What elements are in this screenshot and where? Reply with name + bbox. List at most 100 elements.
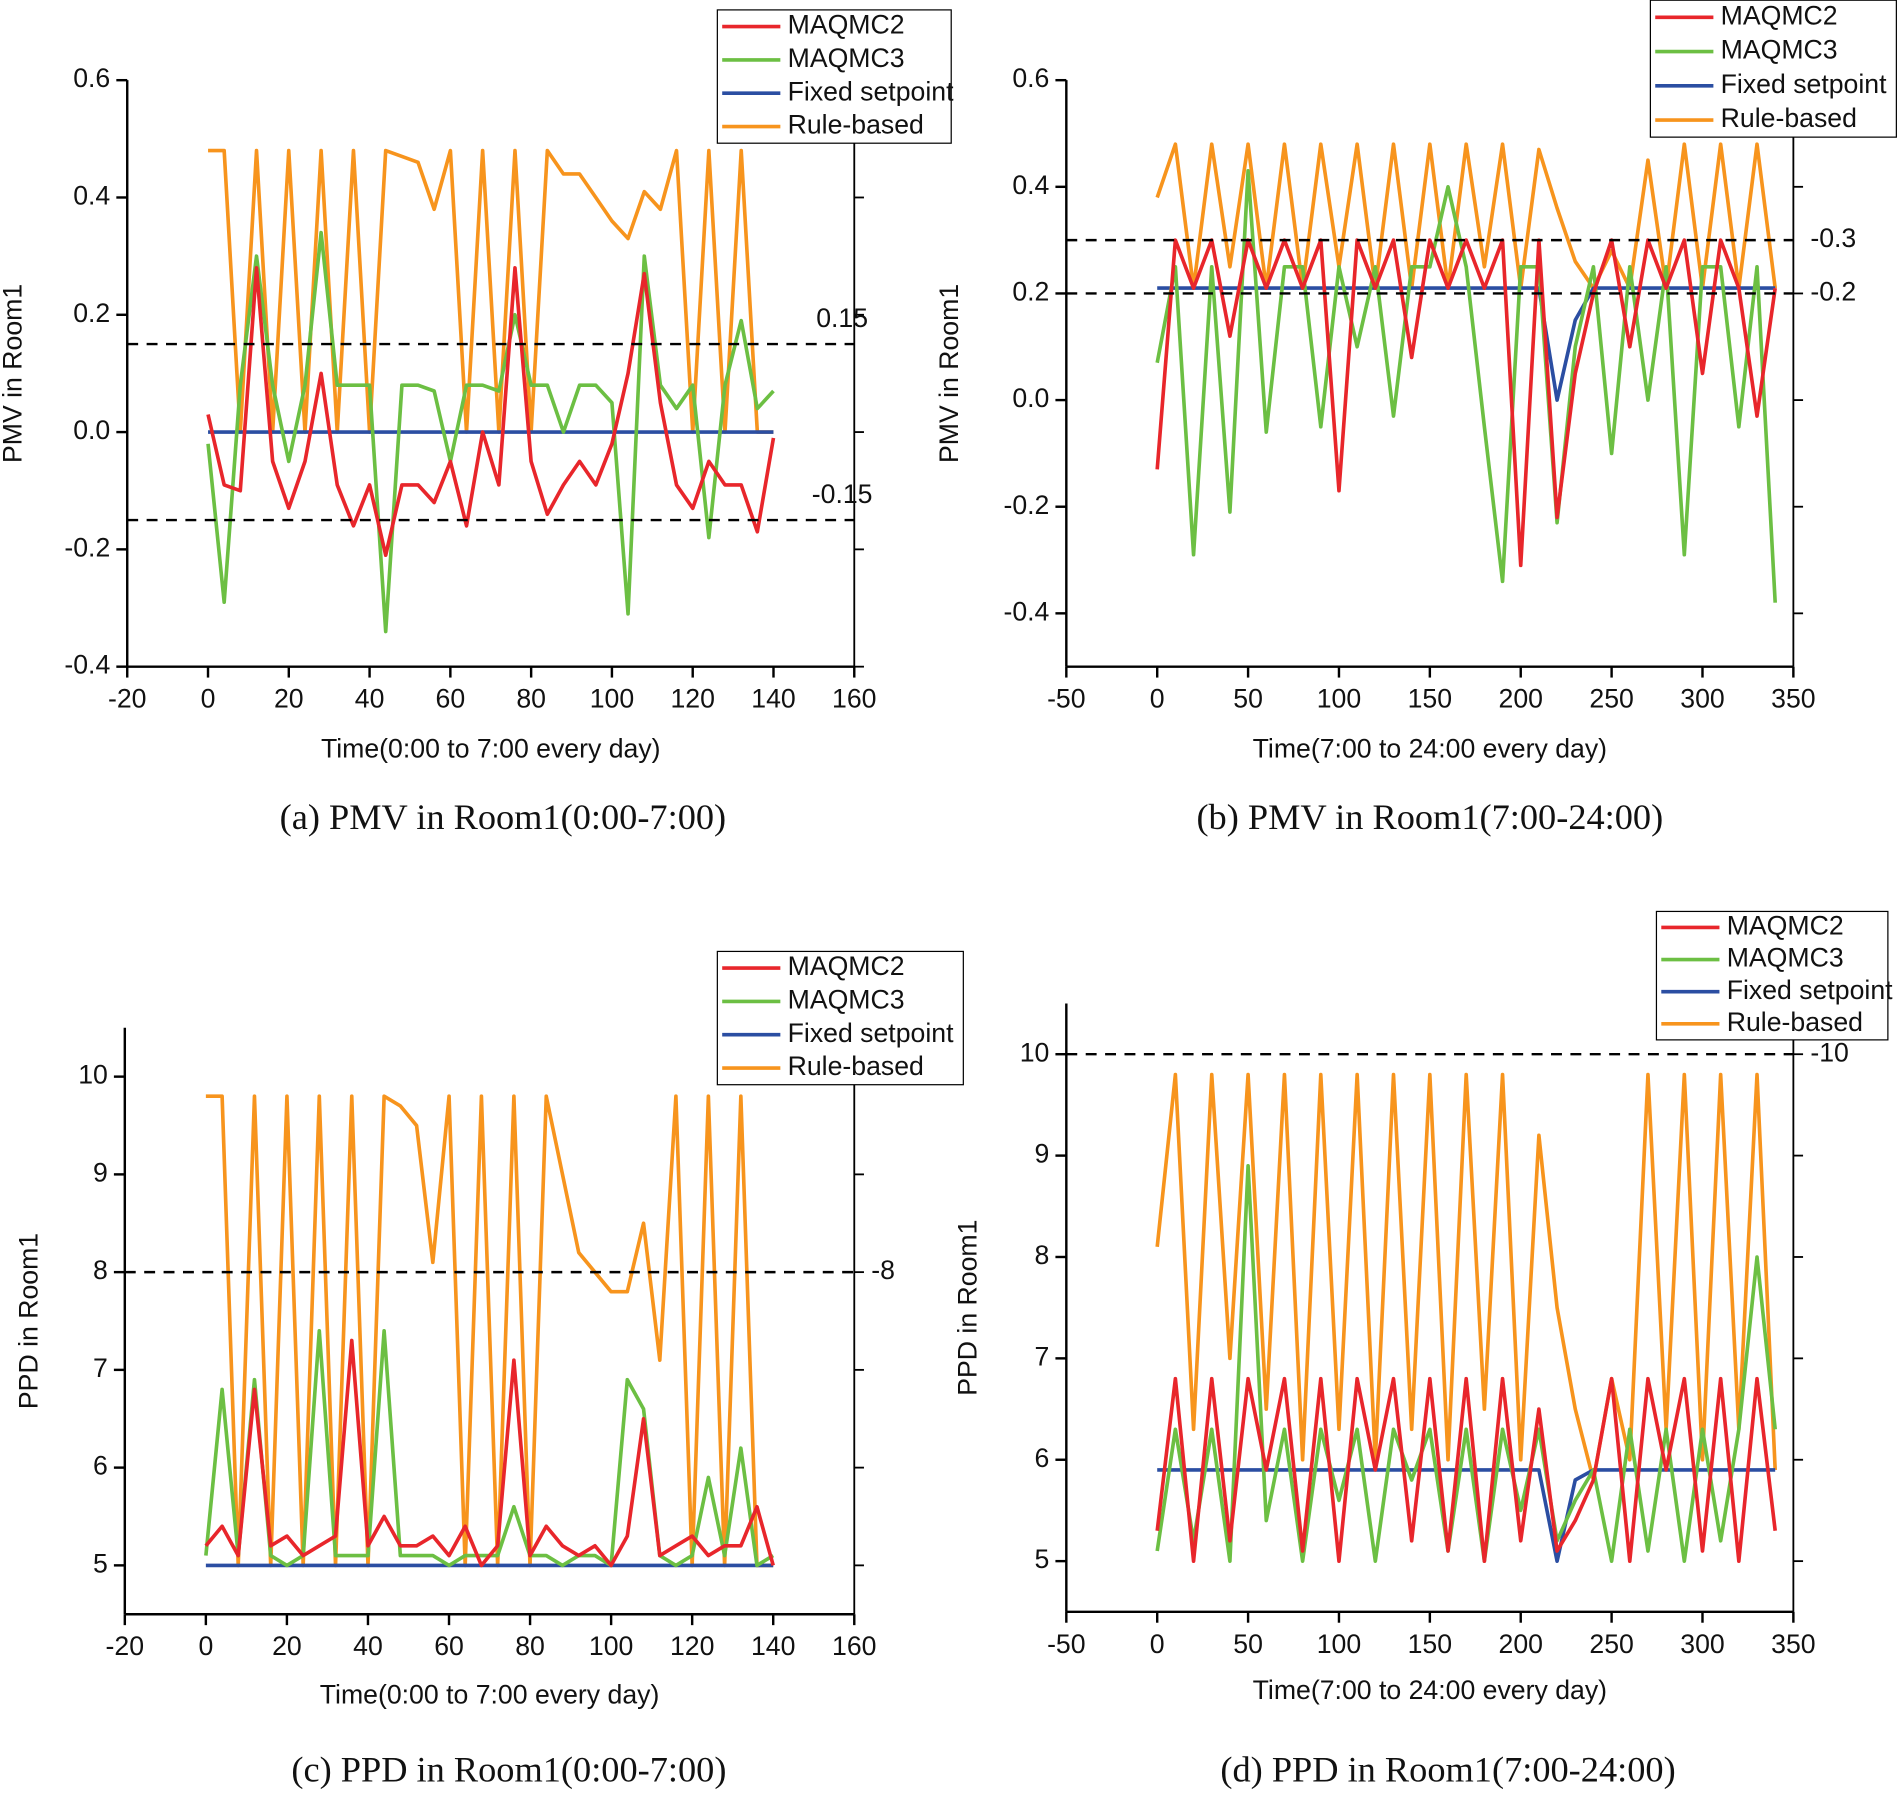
- x-tick-label: 150: [1408, 1629, 1452, 1659]
- caption: (b) PMV in Room1(7:00-24:00): [1196, 797, 1663, 837]
- chart-panel: -50 0 50 100 150 200 250 300 350 -0.4 -0.2 0.0 0.2 0.…: [934, 0, 1897, 837]
- legend-label: Fixed setpoint: [788, 1018, 954, 1048]
- x-tick-label: 300: [1680, 1629, 1724, 1659]
- series-line: [1155, 1163, 1777, 1563]
- y-tick-label: 5: [93, 1548, 108, 1578]
- legend-box: [716, 950, 964, 1086]
- x-tick-label: 150: [1408, 684, 1452, 714]
- x-tick-label: 160: [832, 684, 876, 714]
- x-tick-label: 40: [355, 684, 385, 714]
- legend-label: Rule-based: [788, 1051, 924, 1081]
- y-tick-label: -0.2: [64, 532, 110, 562]
- x-tick-label: 100: [590, 684, 634, 714]
- reference-label: -0.2: [1810, 276, 1856, 306]
- legend-box: [1655, 910, 1889, 1041]
- series-line: [204, 1338, 775, 1568]
- x-tick-label: 300: [1680, 684, 1724, 714]
- x-tick-label: 0: [201, 684, 216, 714]
- y-tick-label: 0.0: [73, 415, 110, 445]
- y-tick-label: 7: [1035, 1341, 1050, 1371]
- legend-label: Rule-based: [788, 110, 924, 140]
- y-tick-label: -0.4: [64, 650, 110, 680]
- x-axis-label: Time(0:00 to 7:00 every day): [320, 1680, 660, 1710]
- x-tick-label: 20: [272, 1631, 302, 1661]
- y-tick-label: -0.4: [1003, 596, 1049, 626]
- y-tick-label: 7: [93, 1353, 108, 1383]
- legend-box: [1649, 0, 1897, 138]
- x-tick-label: 0: [1150, 1629, 1165, 1659]
- series-line: [1155, 169, 1778, 603]
- x-tick-label: -20: [106, 1631, 145, 1661]
- y-tick-label: 10: [1020, 1037, 1050, 1067]
- x-tick-label: 350: [1771, 684, 1815, 714]
- y-axis-label: PMV in Room1: [0, 284, 28, 463]
- legend-label: Fixed setpoint: [1727, 975, 1893, 1005]
- legend-label: Rule-based: [1721, 103, 1857, 133]
- x-tick-label: 140: [751, 1631, 795, 1661]
- series-line: [1157, 286, 1776, 402]
- x-tick-label: -50: [1047, 1629, 1086, 1659]
- legend-label: MAQMC3: [1727, 943, 1844, 973]
- x-tick-label: -20: [108, 684, 147, 714]
- chart-panel: -20 0 20 40 60 80 100 120 140 160 5 6 7 8 9 10 Time(0:00…: [13, 950, 964, 1789]
- y-tick-label: 10: [78, 1060, 108, 1090]
- x-tick-label: 60: [434, 1631, 464, 1661]
- reference-label: -0.3: [1810, 223, 1856, 253]
- x-axis-label: Time(7:00 to 24:00 every day): [1253, 1675, 1607, 1705]
- y-tick-label: 0.4: [73, 181, 110, 211]
- x-tick-label: 0: [198, 1631, 213, 1661]
- x-tick-label: 100: [1317, 684, 1361, 714]
- x-tick-label: 20: [274, 684, 304, 714]
- x-axis-label: Time(0:00 to 7:00 every day): [321, 733, 661, 763]
- y-tick-label: 8: [93, 1255, 108, 1285]
- reference-label: -10: [1810, 1037, 1849, 1067]
- x-tick-label: 120: [670, 1631, 714, 1661]
- legend-label: MAQMC2: [1721, 0, 1838, 30]
- legend-box: [716, 9, 952, 144]
- y-axis-label: PMV in Room1: [934, 284, 964, 463]
- caption: (a) PMV in Room1(0:00-7:00): [280, 797, 727, 837]
- legend-label: MAQMC2: [788, 10, 905, 40]
- legend-label: MAQMC2: [1727, 911, 1844, 941]
- y-tick-label: -0.2: [1003, 490, 1049, 520]
- y-tick-label: 9: [1035, 1139, 1050, 1169]
- x-tick-label: 250: [1589, 1629, 1633, 1659]
- x-tick-label: 350: [1771, 1629, 1815, 1659]
- caption: (c) PPD in Room1(0:00-7:00): [291, 1749, 726, 1789]
- y-axis-label: PPD in Room1: [952, 1220, 982, 1396]
- x-tick-label: 200: [1499, 1629, 1543, 1659]
- x-tick-label: 80: [515, 1631, 545, 1661]
- chart-panel: -20 0 20 40 60 80 100 120 140 160 -0.4 -0.2 0.0 0.2 0.…: [0, 9, 954, 837]
- x-tick-label: 140: [751, 684, 795, 714]
- series-line: [1155, 238, 1777, 568]
- legend-label: MAQMC3: [788, 43, 905, 73]
- y-tick-label: 0.6: [73, 63, 110, 93]
- legend-label: MAQMC3: [788, 984, 905, 1014]
- x-tick-label: 50: [1233, 684, 1263, 714]
- y-tick-label: 0.2: [73, 298, 110, 328]
- x-axis-label: Time(7:00 to 24:00 every day): [1253, 733, 1607, 763]
- x-tick-label: 60: [436, 684, 466, 714]
- y-tick-label: 9: [93, 1157, 108, 1187]
- reference-label: -8: [871, 1255, 895, 1285]
- x-tick-label: 120: [670, 684, 714, 714]
- series-line: [1155, 1072, 1778, 1482]
- x-tick-label: 40: [353, 1631, 383, 1661]
- x-tick-label: 80: [516, 684, 546, 714]
- series-line: [1155, 1376, 1777, 1563]
- series-line: [208, 148, 774, 434]
- series-line: [206, 266, 776, 558]
- legend-label: MAQMC3: [1721, 35, 1838, 65]
- chart-panel: -50 0 50 100 150 200 250 300 350 5 6 7 8 9 10 Time(7:00…: [952, 911, 1893, 1790]
- x-tick-label: 0: [1150, 684, 1165, 714]
- y-tick-label: 0.0: [1012, 383, 1049, 413]
- reference-label: -0.15: [812, 479, 873, 509]
- x-tick-label: 50: [1233, 1629, 1263, 1659]
- y-tick-label: 8: [1035, 1240, 1050, 1270]
- x-tick-label: 250: [1589, 684, 1633, 714]
- y-axis-label: PPD in Room1: [13, 1233, 43, 1409]
- y-tick-label: 5: [1035, 1544, 1050, 1574]
- legend-label: MAQMC2: [788, 951, 905, 981]
- reference-label: 0.15: [816, 303, 868, 333]
